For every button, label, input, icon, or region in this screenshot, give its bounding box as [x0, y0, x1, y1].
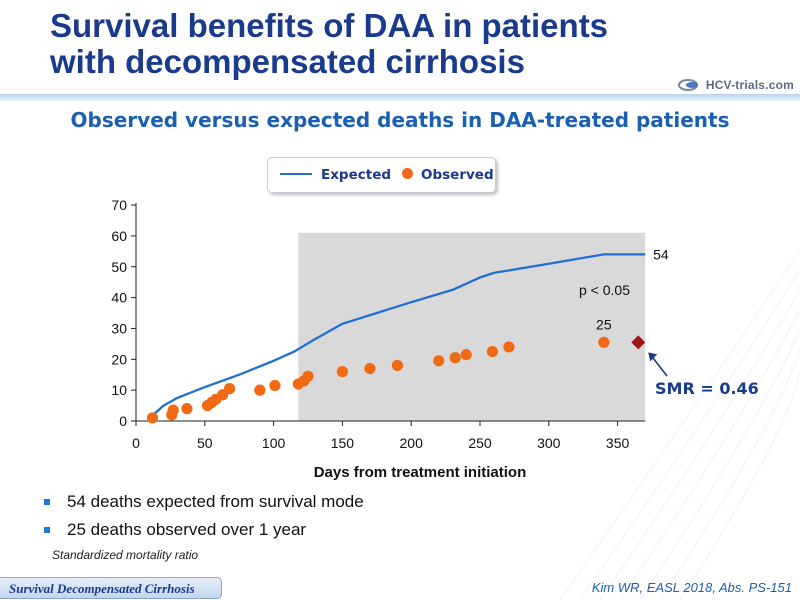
smr-diamond-marker	[631, 335, 646, 350]
observed-point	[302, 370, 314, 382]
title-line-2: with decompensated cirrhosis	[50, 43, 525, 80]
y-tick-label: 0	[119, 413, 127, 429]
logo-swirl-icon	[677, 79, 698, 91]
x-tick-label: 150	[331, 435, 355, 451]
y-tick-label: 70	[111, 197, 127, 213]
y-tick-label: 10	[111, 382, 127, 398]
observed-point	[433, 355, 445, 367]
bullet-item: 54 deaths expected from survival mode	[44, 488, 364, 516]
observed-point	[146, 412, 159, 424]
observed-end-label: 25	[596, 316, 612, 332]
legend-expected-swatch	[280, 173, 312, 175]
x-axis-label: Days from treatment initiation	[314, 464, 527, 481]
observed-point	[254, 384, 266, 396]
y-tick-label: 50	[111, 259, 127, 275]
x-tick-label: 200	[400, 435, 424, 451]
bullet-item: 25 deaths observed over 1 year	[44, 516, 364, 544]
observed-point	[486, 345, 498, 358]
observed-point	[364, 362, 376, 375]
observed-point	[460, 349, 472, 361]
x-tick-label: 300	[537, 435, 561, 451]
hcv-trials-logo: HCV-trials.com	[677, 78, 794, 92]
bullet-text: 54 deaths expected from survival mode	[67, 492, 364, 511]
x-tick-label: 100	[262, 435, 286, 451]
p-value-label: p < 0.05	[579, 282, 630, 298]
legend-expected-label: Expected	[321, 167, 392, 183]
y-tick-label: 40	[111, 290, 127, 306]
smr-label: SMR = 0.46	[655, 379, 759, 398]
observed-point	[167, 404, 179, 416]
section-tag: Survival Decompensated Cirrhosis	[0, 577, 222, 599]
observed-point	[336, 366, 348, 378]
observed-point	[181, 403, 193, 415]
chart-legend: Expected Observed	[267, 157, 496, 193]
expected-line	[149, 253, 646, 419]
citation: Kim WR, EASL 2018, Abs. PS-151	[591, 580, 792, 595]
x-tick-label: 250	[468, 435, 492, 451]
observed-point	[223, 383, 236, 395]
shaded-region	[298, 232, 646, 421]
y-tick-label: 20	[111, 351, 127, 367]
logo-text: HCV-trials.com	[705, 78, 794, 92]
x-tick-label: 50	[197, 435, 213, 451]
title-line-1: Survival benefits of DAA in patients	[50, 7, 609, 44]
observed-point	[598, 336, 610, 348]
observed-point	[449, 352, 461, 364]
legend-observed-swatch	[402, 168, 413, 179]
smr-arrow-head	[648, 352, 658, 362]
observed-point	[269, 379, 281, 392]
bullet-square-icon	[44, 527, 50, 533]
observed-point	[503, 341, 515, 353]
bullet-text: 25 deaths observed over 1 year	[67, 520, 307, 539]
legend-observed-label: Observed	[421, 167, 494, 183]
chart-subtitle: Observed versus expected deaths in DAA-t…	[70, 108, 730, 132]
bullet-square-icon	[44, 499, 50, 505]
x-tick-label: 0	[132, 435, 140, 451]
expected-end-label: 54	[653, 246, 669, 262]
y-tick-label: 30	[111, 320, 127, 336]
x-tick-label: 350	[606, 435, 630, 451]
slide-title: Survival benefits of DAA in patients wit…	[50, 8, 608, 80]
header-rule	[0, 94, 800, 101]
footnote: Standardized mortality ratio	[52, 548, 199, 562]
bullet-list: 54 deaths expected from survival mode 25…	[44, 488, 364, 544]
y-tick-label: 60	[111, 228, 127, 244]
observed-point	[391, 359, 404, 372]
